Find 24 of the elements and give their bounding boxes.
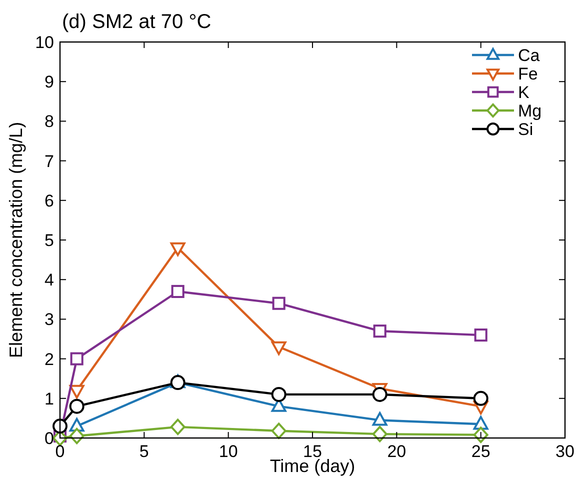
- y-tick-label: 0: [44, 429, 54, 448]
- x-tick-label: 30: [556, 442, 574, 461]
- legend-label: Mg: [518, 102, 542, 120]
- x-tick-label: 20: [387, 442, 406, 461]
- y-tick-label: 3: [44, 310, 54, 330]
- x-axis-title: Time (day): [270, 456, 356, 476]
- y-tick-label: 7: [44, 152, 54, 171]
- y-tick-label: 4: [44, 270, 54, 290]
- legend-label: Ca: [518, 46, 540, 65]
- y-tick-label: 5: [44, 231, 54, 250]
- legend-label: Fe: [518, 64, 538, 84]
- legend-label: Si: [518, 120, 534, 139]
- y-tick-label: 9: [44, 72, 54, 92]
- y-axis-title: Element concentration (mg/L): [6, 122, 26, 358]
- y-tick-label: 2: [44, 350, 54, 369]
- y-tick-label: 6: [44, 191, 54, 210]
- x-tick-label: 25: [471, 442, 490, 461]
- x-tick-label: 10: [218, 442, 238, 461]
- y-tick-label: 8: [44, 112, 54, 132]
- y-tick-label: 10: [35, 33, 54, 52]
- y-tick-label: 1: [44, 389, 54, 408]
- chart-title: (d) SM2 at 70 °C: [62, 11, 212, 33]
- x-tick-label: 5: [139, 442, 149, 461]
- legend-label: K: [518, 83, 530, 102]
